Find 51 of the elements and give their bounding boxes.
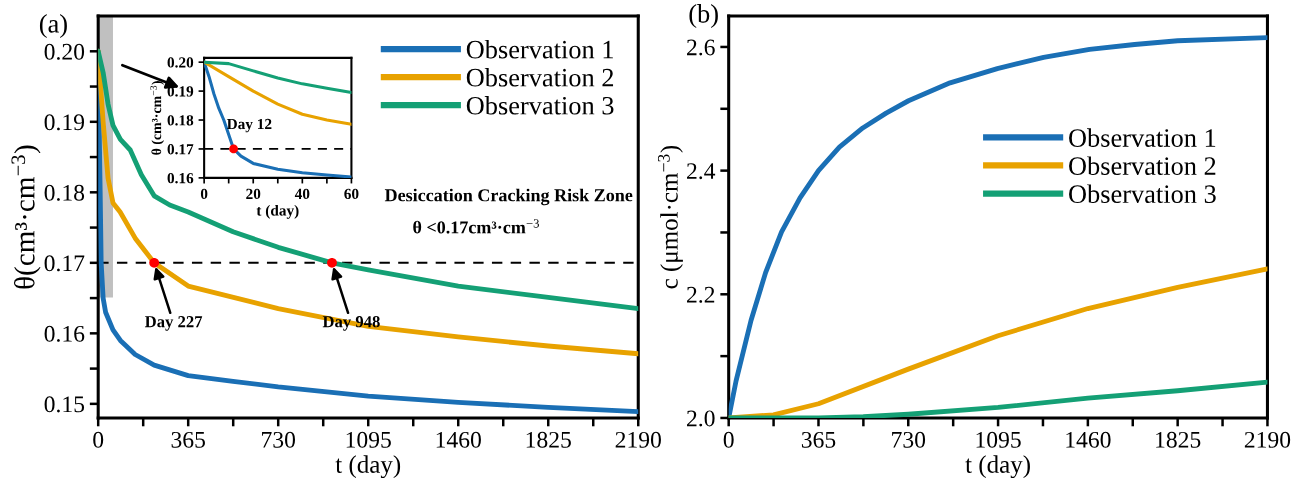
annotation: Day 12	[226, 118, 272, 133]
legend-label: Observation 3	[466, 96, 614, 115]
y-tick-label: 0.20	[167, 57, 194, 68]
legend-label: Observation 1	[1069, 128, 1216, 147]
x-tick-label: 1460	[436, 431, 481, 448]
x-tick-label: 20	[246, 188, 261, 200]
x-axis-title: t (day)	[965, 455, 1030, 479]
x-tick-label: 365	[171, 431, 205, 448]
x-tick-label: 730	[262, 431, 296, 448]
x-tick-label: 365	[801, 431, 836, 448]
y-tick-label: 2.4	[687, 163, 716, 180]
x-tick-label: 0	[723, 431, 734, 448]
y-tick-label: 0.15	[44, 396, 85, 413]
x-tick-label: 0	[200, 188, 208, 200]
x-tick-label: 2190	[1244, 431, 1291, 448]
x-axis-title: t (day)	[335, 455, 401, 479]
y-tick-label: 0.18	[167, 115, 194, 126]
y-tick-label: 0.17	[44, 255, 85, 272]
legend-label: Observation 2	[466, 68, 614, 87]
x-tick-label: 1095	[346, 431, 391, 448]
text: (b)	[689, 4, 718, 28]
y-tick-label: 0.17	[167, 144, 194, 155]
x-tick-label: 1825	[526, 431, 571, 448]
y-axis-title: θ(cm³·cm$^{−3}$)	[11, 145, 41, 289]
y-tick-label: 2.2	[687, 286, 715, 303]
y-tick-label: 0.16	[44, 325, 85, 342]
x-tick-label: 2190	[615, 431, 661, 448]
y-axis-title: c (μmol·cm$^{−3}$)	[657, 145, 683, 289]
x-tick-label: 1825	[1156, 431, 1201, 448]
y-tick-label: 2.0	[687, 410, 715, 427]
y-tick-label: 2.6	[687, 39, 715, 56]
x-tick-label: 0	[93, 431, 104, 448]
x-tick-label: 60	[344, 188, 359, 200]
x-axis-title: t (day)	[256, 204, 299, 219]
line-series	[204, 60, 352, 95]
annotation: Desiccation Cracking Risk Zone	[384, 188, 633, 206]
x-tick-label: 1095	[976, 431, 1021, 448]
text: (a)	[39, 14, 67, 39]
y-tick-label: 0.18	[44, 184, 85, 201]
legend-label: Observation 3	[1069, 184, 1216, 204]
x-tick-label: 40	[294, 188, 310, 200]
y-axis-title: θ (cm³·cm$^{−3}$)	[150, 81, 165, 155]
y-tick-label: 0.20	[44, 43, 85, 60]
legend-label: Observation 2	[1069, 156, 1216, 175]
annotation: θ <0.17cm³·cm$^{−3}$	[413, 219, 539, 234]
annotation: Day 227	[144, 316, 203, 331]
y-tick-label: 0.19	[44, 114, 85, 131]
legend-label: Observation 1	[466, 39, 613, 59]
x-tick-label: 730	[892, 431, 926, 448]
y-tick-label: 0.16	[167, 173, 194, 184]
x-tick-label: 1460	[1066, 431, 1111, 448]
